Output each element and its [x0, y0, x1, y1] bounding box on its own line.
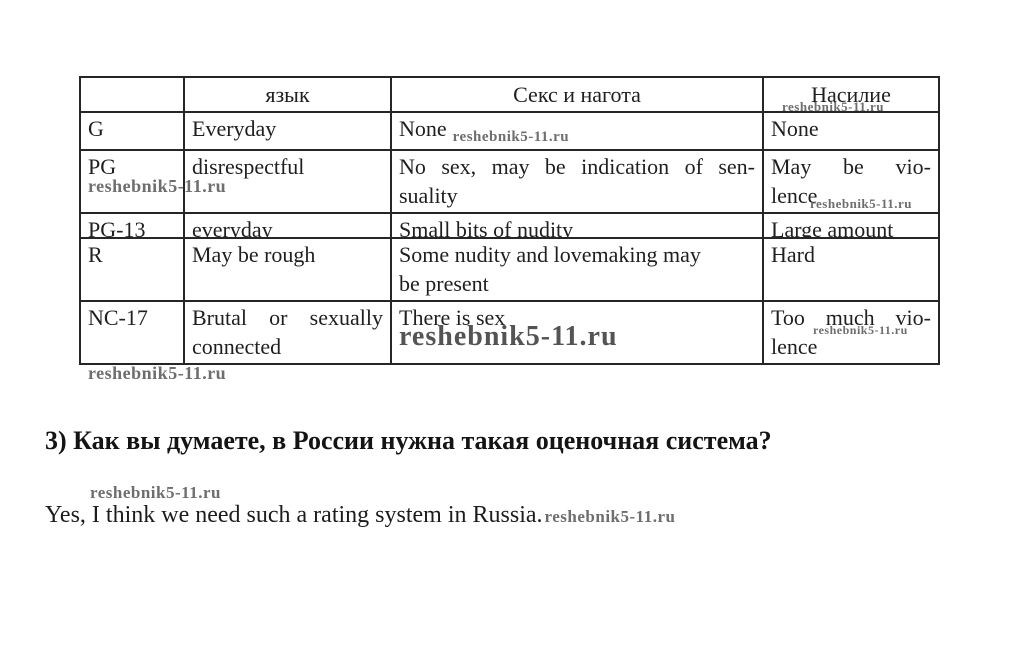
rating-table-lower: R May be rough Some nudity and lovemakin… [79, 237, 940, 365]
sex-cell: There is sex [390, 300, 764, 365]
table-row-g: G Everyday None reshebnik5-11.ru None [79, 111, 940, 151]
movie-rating-table-continued: R May be rough Some nudity and lovemakin… [79, 237, 940, 365]
table-row-nc17: NC-17 Brutal or sexually connected There… [79, 300, 940, 365]
violence-cell: Hard [762, 237, 940, 302]
language-cell: Everyday [183, 111, 392, 151]
watermark-large: reshebnik5-11.ru [399, 321, 618, 352]
violence-cell: None [762, 111, 940, 151]
header-sex-nudity: Секс и нагота [390, 76, 764, 113]
header-rating [79, 76, 185, 113]
violence-cell: Too much vio- lence [762, 300, 940, 365]
language-cell: May be rough [183, 237, 392, 302]
table-row-r: R May be rough Some nudity and lovemakin… [79, 237, 940, 302]
table-header-row: язык Секс и нагота Насилие [79, 76, 940, 113]
sex-cell: No sex, may be indication of sen- sualit… [390, 149, 764, 214]
watermark: reshebnik5-11.ru [88, 176, 227, 196]
language-cell: disrespectful [183, 149, 392, 214]
sex-cell: Some nudity and lovemaking may be presen… [390, 237, 764, 302]
language-cell: Brutal or sexually connected [183, 300, 392, 365]
watermark: reshebnik5-11.ru [90, 483, 221, 502]
watermark: reshebnik5-11.ru [544, 507, 676, 526]
exercise-question: 3) Как вы думаете, в России нужна такая … [45, 426, 772, 455]
watermark: reshebnik5-11.ru [810, 196, 913, 211]
rating-cell: G [79, 111, 185, 151]
exercise-answer: Yes, I think we need such a rating syste… [45, 502, 985, 529]
answer-text: Yes, I think we need such a rating syste… [45, 502, 543, 528]
rating-table-upper: язык Секс и нагота Насилие G Everyday No… [79, 76, 940, 248]
table-row-pg: PG disrespectful No sex, may be indicati… [79, 149, 940, 214]
watermark: reshebnik5-11.ru [813, 323, 908, 337]
watermark: reshebnik5-11.ru [452, 129, 570, 145]
rating-cell: NC-17 [79, 300, 185, 365]
header-language: язык [183, 76, 392, 113]
sex-value: None [399, 116, 447, 141]
watermark: reshebnik5-11.ru [782, 99, 885, 114]
rating-cell: R [79, 237, 185, 302]
header-violence: Насилие [762, 76, 940, 113]
rating-cell: PG [79, 149, 185, 214]
sex-cell: None reshebnik5-11.ru [390, 111, 764, 151]
watermark: reshebnik5-11.ru [88, 363, 227, 383]
violence-cell: May be vio- lence [762, 149, 940, 214]
movie-rating-table: язык Секс и нагота Насилие G Everyday No… [79, 76, 940, 248]
